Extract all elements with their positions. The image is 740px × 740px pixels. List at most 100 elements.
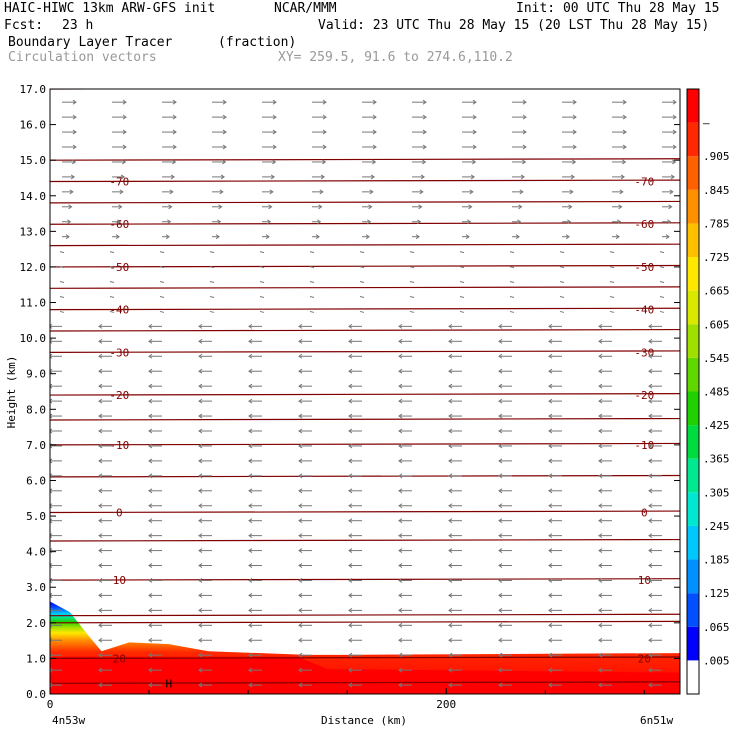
y-tick-label: 0.0 bbox=[26, 688, 46, 701]
wind-vector bbox=[59, 295, 65, 298]
wind-vector bbox=[309, 295, 315, 298]
wind-vector-head bbox=[448, 607, 453, 613]
wind-vector bbox=[609, 266, 615, 269]
x-tick-label: 0 bbox=[47, 698, 54, 711]
wind-vector bbox=[459, 266, 465, 269]
wind-vector-head bbox=[648, 368, 653, 374]
isotherm-label: -20 bbox=[634, 389, 654, 402]
wind-vector-head bbox=[148, 563, 153, 568]
wind-vector bbox=[609, 295, 615, 298]
wind-vector-head bbox=[619, 189, 624, 195]
wind-vector-head bbox=[398, 398, 403, 404]
wind-vector-head bbox=[398, 353, 403, 359]
wind-vector-head bbox=[598, 652, 603, 658]
wind-vector bbox=[259, 251, 265, 254]
wind-vector bbox=[509, 266, 515, 269]
colorbar-label: .125 bbox=[703, 587, 730, 600]
wind-vector-head bbox=[648, 652, 653, 658]
colorbar-label: – bbox=[703, 117, 710, 130]
wind-vector-head bbox=[50, 607, 53, 613]
colorbar-label: .305 bbox=[703, 486, 730, 499]
wind-vector-head bbox=[548, 473, 553, 479]
wind-vector-head bbox=[598, 443, 603, 449]
wind-vector-head bbox=[648, 353, 653, 359]
wind-vector-head bbox=[548, 443, 553, 449]
wind-vector-head bbox=[498, 563, 503, 568]
wind-vector-head bbox=[398, 622, 403, 628]
wind-vector-head bbox=[648, 473, 653, 479]
wind-vector-head bbox=[598, 383, 603, 389]
wind-vector bbox=[509, 310, 515, 313]
colorbar-swatch bbox=[687, 559, 699, 594]
wind-vector-head bbox=[50, 413, 53, 419]
wind-vector-head bbox=[648, 518, 653, 524]
isotherm-label: 20 bbox=[638, 652, 651, 665]
isotherm-line bbox=[50, 158, 680, 161]
colorbar-swatch bbox=[687, 122, 699, 157]
isotherm-label: -10 bbox=[634, 439, 654, 452]
wind-vector-head bbox=[448, 503, 453, 509]
wind-vector-head bbox=[322, 144, 327, 150]
wind-vector bbox=[459, 251, 465, 254]
wind-vector-head bbox=[520, 174, 525, 180]
wind-vector-head bbox=[472, 129, 477, 135]
wind-vector-head bbox=[220, 174, 225, 180]
wind-vector-head bbox=[548, 652, 553, 658]
colorbar-label: .665 bbox=[703, 285, 730, 298]
wind-vector-head bbox=[172, 114, 177, 120]
wind-vector bbox=[359, 266, 365, 269]
wind-vector-head bbox=[672, 159, 677, 165]
wind-vector-head bbox=[219, 189, 224, 195]
wind-vector-head bbox=[548, 548, 553, 553]
isotherm-label: -60 bbox=[634, 218, 654, 231]
wind-vector-head bbox=[498, 338, 503, 344]
colorbar-frame bbox=[686, 88, 700, 695]
isotherm-line bbox=[50, 243, 680, 247]
wind-vector-head bbox=[248, 398, 253, 404]
wind-vector-head bbox=[148, 682, 153, 688]
wind-vector-head bbox=[448, 428, 453, 434]
wind-vector-head bbox=[248, 563, 253, 568]
wind-vector-head bbox=[98, 458, 103, 464]
wind-vector-head bbox=[548, 607, 553, 613]
wind-vector-head bbox=[418, 204, 423, 210]
wind-vector-head bbox=[50, 637, 53, 643]
wind-vector-head bbox=[50, 353, 53, 359]
wind-vector-head bbox=[198, 488, 203, 494]
wind-vector-head bbox=[198, 413, 203, 419]
wind-vector-head bbox=[50, 622, 53, 628]
wind-vector-head bbox=[498, 503, 503, 509]
wind-vector-head bbox=[248, 503, 253, 509]
wind-vector-head bbox=[465, 234, 470, 240]
wind-vector-head bbox=[70, 174, 75, 180]
wind-vector bbox=[359, 295, 365, 298]
wind-vector-head bbox=[672, 114, 677, 120]
x-axis-label: Distance (km) bbox=[321, 714, 407, 727]
wind-vector-head bbox=[518, 204, 523, 210]
wind-vector-head bbox=[298, 338, 303, 344]
colorbar-swatch bbox=[687, 626, 699, 661]
wind-vector-head bbox=[317, 219, 322, 225]
wind-vector-head bbox=[548, 458, 553, 464]
wind-vector-head bbox=[98, 443, 103, 449]
wind-vector-head bbox=[498, 428, 503, 434]
wind-vector-head bbox=[498, 473, 503, 479]
wind-vector-head bbox=[467, 219, 472, 225]
wind-vector-head bbox=[572, 129, 577, 135]
wind-vector-head bbox=[298, 548, 303, 553]
wind-vector-head bbox=[222, 129, 227, 135]
wind-vector-head bbox=[72, 99, 77, 105]
wind-vector bbox=[309, 281, 315, 284]
y-tick-label: 2.0 bbox=[26, 617, 46, 630]
wind-vector-head bbox=[498, 637, 503, 643]
isotherm-label: 20 bbox=[113, 652, 126, 665]
wind-vector-head bbox=[648, 443, 653, 449]
y-axis-label: Height (km) bbox=[5, 356, 18, 429]
wind-vector-head bbox=[448, 548, 453, 553]
wind-vector-head bbox=[148, 548, 153, 553]
wind-vector-head bbox=[248, 413, 253, 419]
wind-vector-head bbox=[448, 563, 453, 568]
wind-vector-head bbox=[367, 219, 372, 225]
wind-vector-head bbox=[365, 234, 370, 240]
wind-vector-head bbox=[222, 144, 227, 150]
